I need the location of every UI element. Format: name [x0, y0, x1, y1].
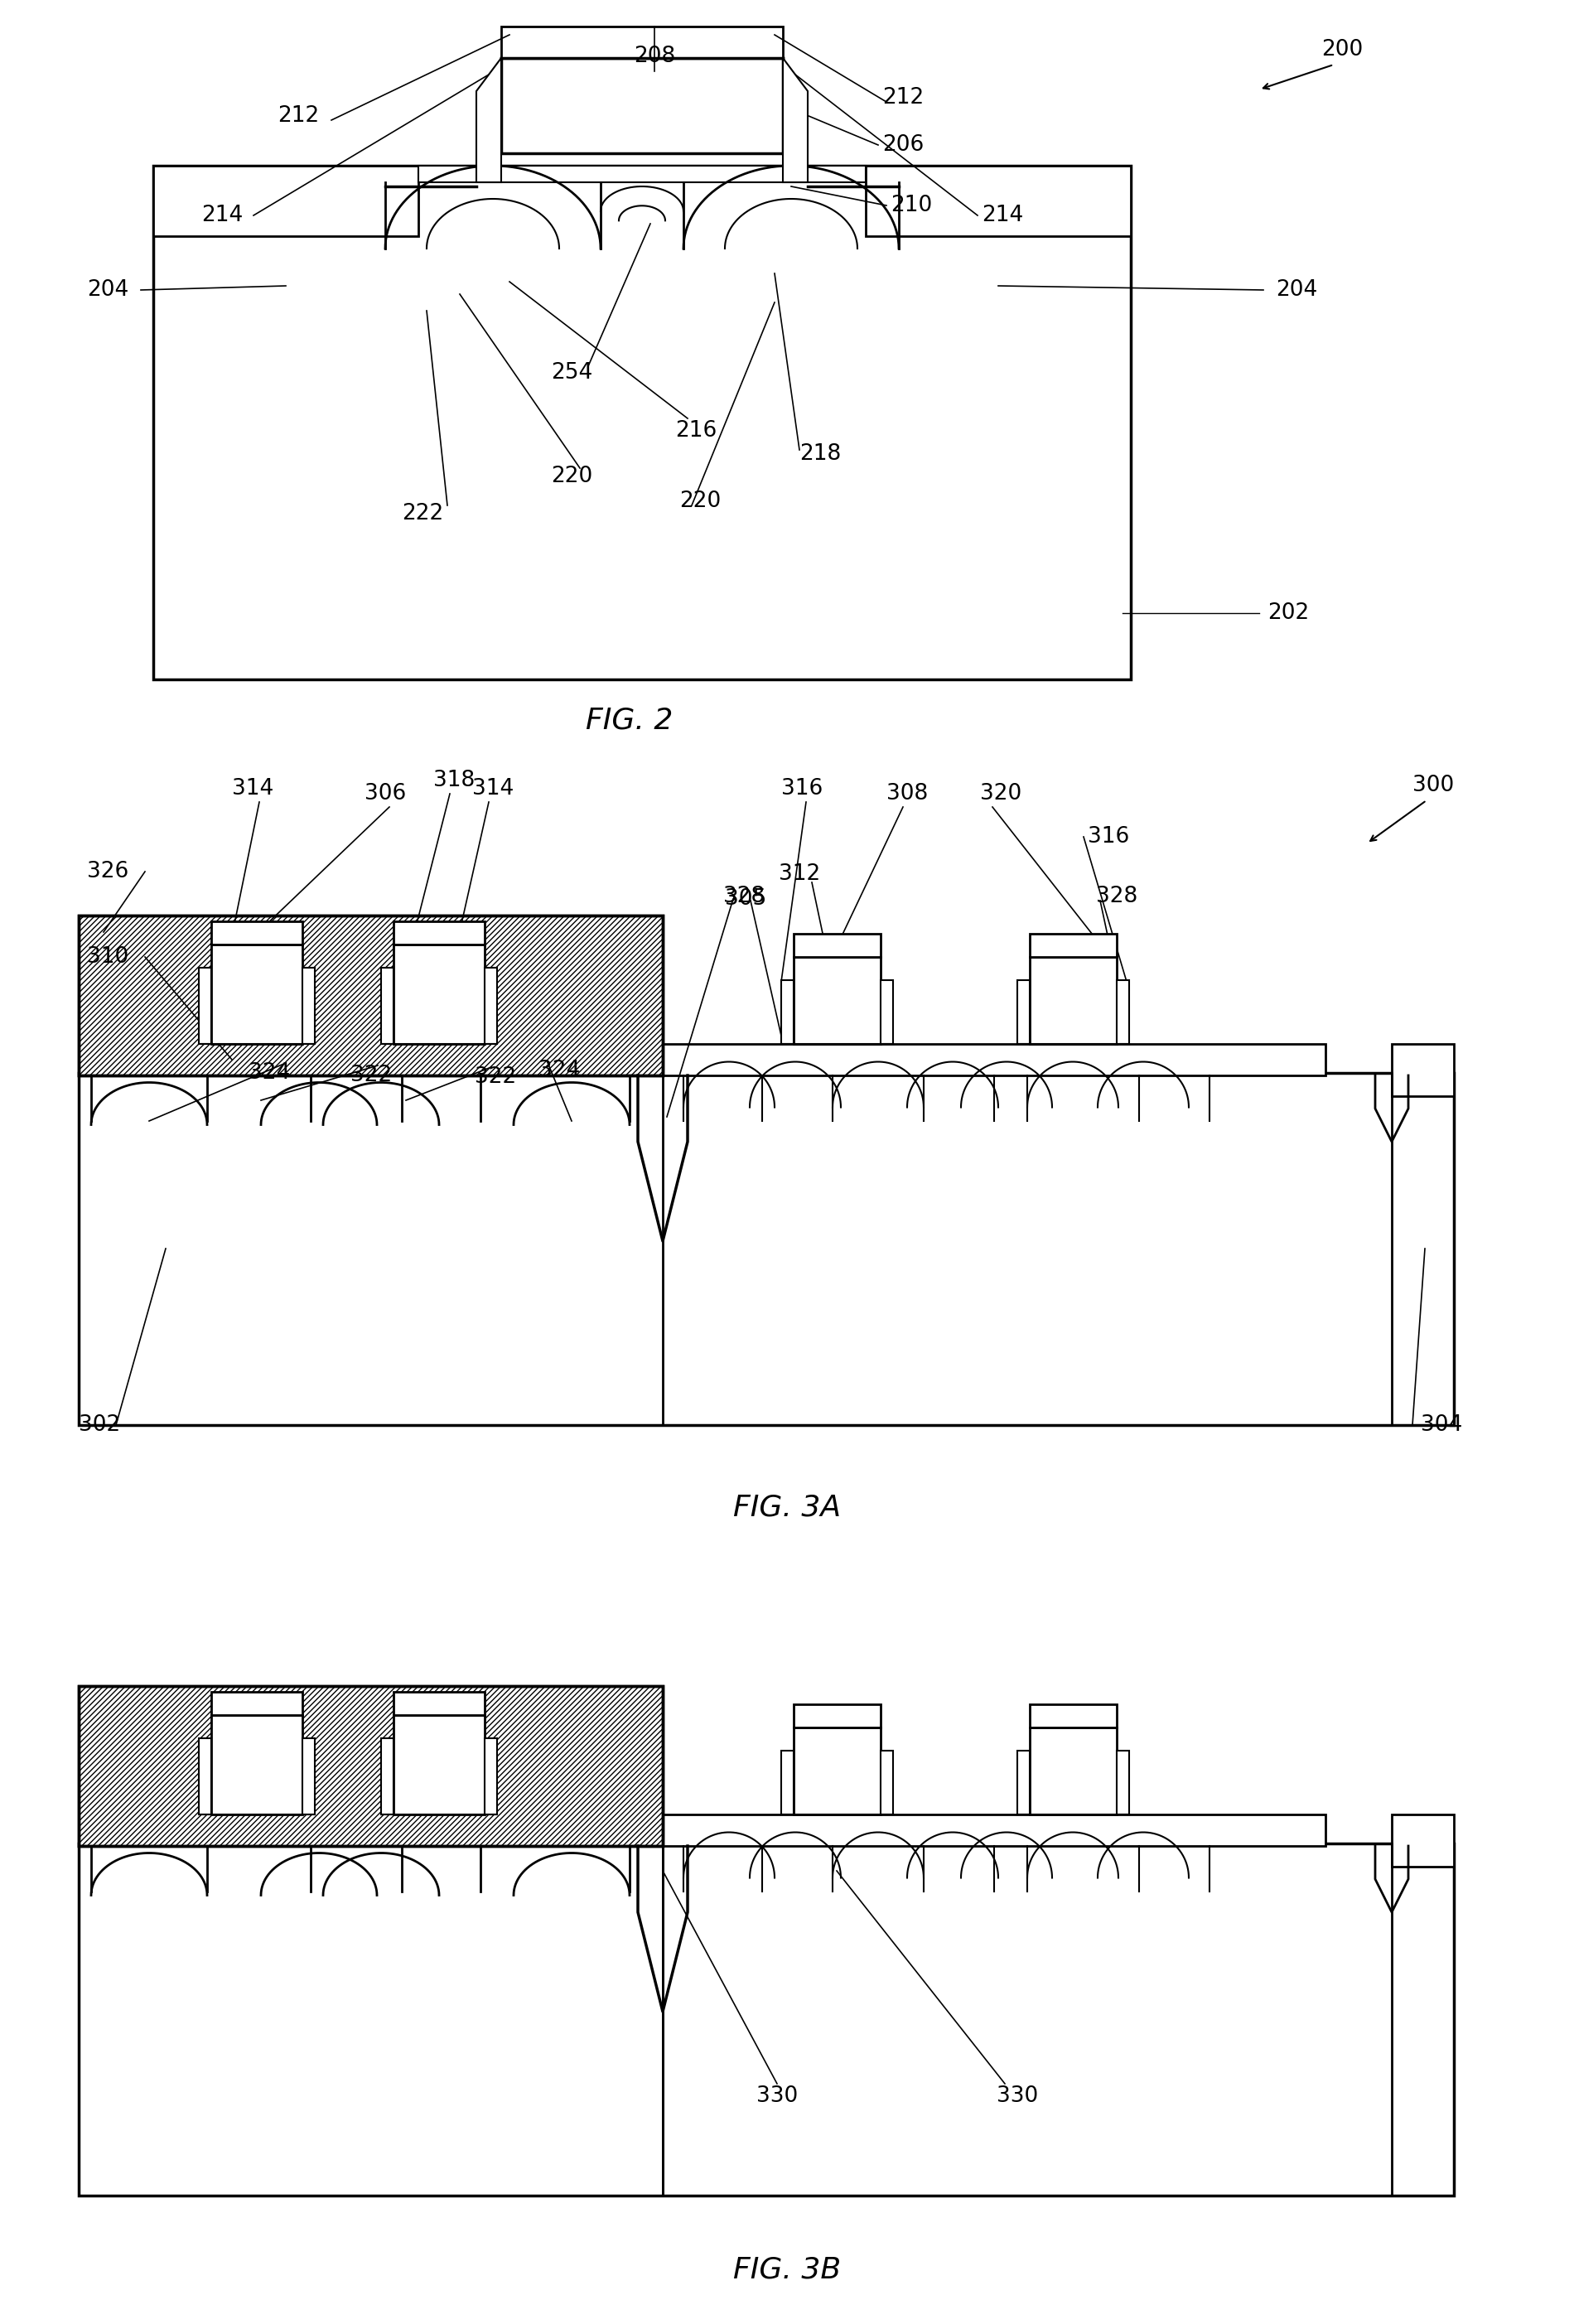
Bar: [793, 957, 880, 1043]
Bar: [419, 165, 866, 181]
Text: 216: 216: [675, 421, 716, 442]
Bar: [1391, 1043, 1454, 1097]
Bar: [394, 1715, 485, 1815]
Bar: [79, 1815, 663, 1845]
Bar: [880, 981, 892, 1043]
Bar: [1017, 1750, 1029, 1815]
Bar: [79, 1685, 663, 1845]
Text: 324: 324: [249, 1062, 290, 1083]
Bar: [79, 1843, 1454, 2196]
Bar: [663, 1815, 1325, 1845]
Bar: [793, 1727, 880, 1815]
Bar: [781, 981, 793, 1043]
Bar: [793, 934, 880, 957]
Text: 220: 220: [551, 465, 592, 488]
Bar: [1029, 957, 1116, 1043]
Bar: [866, 165, 1130, 237]
Bar: [211, 1692, 302, 1715]
Text: 328: 328: [1096, 885, 1138, 906]
Text: 308: 308: [886, 783, 929, 804]
Text: 218: 218: [800, 444, 841, 465]
Text: 326: 326: [87, 860, 129, 883]
Text: 316: 316: [781, 779, 823, 799]
Bar: [501, 26, 782, 58]
Text: 320: 320: [981, 783, 1022, 804]
Text: FIG. 3A: FIG. 3A: [733, 1494, 841, 1522]
Text: 328: 328: [722, 885, 765, 906]
Bar: [394, 1692, 485, 1715]
Text: 318: 318: [433, 769, 475, 790]
Bar: [211, 920, 302, 944]
Bar: [663, 1043, 1325, 1076]
Polygon shape: [477, 58, 501, 181]
Text: 330: 330: [996, 2085, 1039, 2108]
Text: 316: 316: [1088, 825, 1129, 848]
Bar: [198, 1738, 211, 1815]
Bar: [1017, 981, 1029, 1043]
Bar: [485, 967, 497, 1043]
Text: 200: 200: [1321, 40, 1363, 60]
Text: 314: 314: [231, 779, 274, 799]
Text: 204: 204: [1275, 279, 1317, 300]
Bar: [1116, 1750, 1129, 1815]
Text: 222: 222: [401, 502, 444, 525]
Text: 212: 212: [277, 105, 320, 128]
Bar: [79, 1685, 663, 1845]
Text: 312: 312: [779, 862, 820, 885]
Text: 254: 254: [551, 363, 592, 383]
Text: 210: 210: [891, 195, 932, 216]
Text: 322: 322: [351, 1064, 392, 1085]
Bar: [381, 1738, 394, 1815]
Text: 314: 314: [472, 779, 513, 799]
Bar: [302, 967, 315, 1043]
Text: 214: 214: [982, 205, 1023, 225]
Bar: [153, 165, 1130, 679]
Bar: [153, 165, 419, 237]
Text: 324: 324: [538, 1060, 579, 1081]
Text: 322: 322: [475, 1067, 516, 1088]
Text: 306: 306: [365, 783, 406, 804]
Text: FIG. 3B: FIG. 3B: [733, 2257, 841, 2284]
Text: 208: 208: [634, 46, 675, 67]
Bar: [394, 920, 485, 944]
Text: 302: 302: [79, 1415, 120, 1436]
Bar: [381, 967, 394, 1043]
Text: 204: 204: [87, 279, 129, 300]
Text: 212: 212: [881, 86, 924, 109]
Bar: [211, 1715, 302, 1815]
Bar: [79, 916, 663, 1076]
Bar: [394, 944, 485, 1043]
Text: 305: 305: [724, 888, 767, 909]
Bar: [79, 1043, 663, 1076]
Bar: [1029, 934, 1116, 957]
Bar: [793, 1703, 880, 1727]
Polygon shape: [782, 58, 807, 181]
Text: 202: 202: [1267, 602, 1310, 623]
Bar: [781, 1750, 793, 1815]
Bar: [1116, 981, 1129, 1043]
Bar: [211, 944, 302, 1043]
Text: 300: 300: [1412, 774, 1454, 797]
Text: 304: 304: [1421, 1415, 1462, 1436]
Bar: [302, 1738, 315, 1815]
Text: 310: 310: [87, 946, 129, 967]
Bar: [501, 58, 782, 153]
Bar: [485, 1738, 497, 1815]
Bar: [880, 1750, 892, 1815]
Bar: [1029, 1703, 1116, 1727]
Text: 220: 220: [680, 490, 721, 511]
Bar: [79, 916, 663, 1076]
Bar: [1391, 1815, 1454, 1866]
Text: FIG. 2: FIG. 2: [586, 706, 674, 734]
Text: 214: 214: [201, 205, 242, 225]
Text: 330: 330: [756, 2085, 798, 2108]
Bar: [198, 967, 211, 1043]
Bar: [79, 1074, 1454, 1425]
Text: 206: 206: [881, 135, 924, 156]
Bar: [1029, 1727, 1116, 1815]
